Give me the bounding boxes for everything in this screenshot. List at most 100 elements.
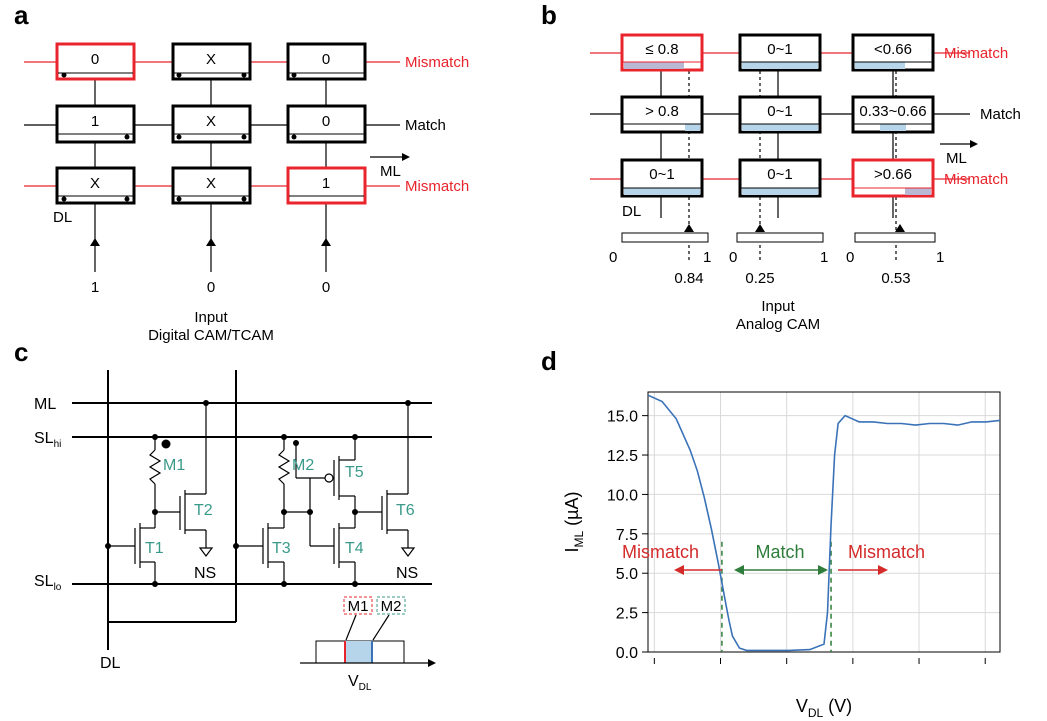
mismatch-right-arrowhead [878, 565, 888, 575]
y-tick-label: 5.0 [616, 566, 638, 583]
sl-lo-text: SLlo [34, 573, 62, 593]
caption-type: Analog CAM [736, 316, 820, 333]
tcam-cell: 0 [286, 42, 367, 81]
dl-label: DL [622, 203, 641, 220]
scale-max: 1 [820, 249, 828, 266]
panel-d: d 0.0 2.5 5.0 7.5 10.0 12.5 15.0 IML (µA) VDL (V… [541, 346, 1001, 720]
tcam-cell-value: X [206, 51, 216, 68]
tcam-cell-value: X [206, 175, 216, 192]
input-arrow [684, 224, 694, 232]
ml-text: ML [34, 396, 56, 413]
input-arrow [755, 224, 765, 232]
caption-type: Digital CAM/TCAM [148, 327, 274, 344]
tcam-cell: 0 [55, 42, 136, 81]
panel-b-label: b [541, 0, 557, 30]
sl-hi-text: SLhi [34, 430, 61, 450]
x-axis-label: VDL (V) [796, 696, 852, 720]
input-arrow-col2 [206, 238, 216, 246]
panel-c: c ML SLhi SLlo DL [14, 337, 436, 693]
y-tick-label: 12.5 [607, 448, 638, 465]
t1-label: T1 [145, 540, 164, 557]
ns-node-right [400, 547, 416, 557]
input-scale-bar [854, 232, 936, 243]
tcam-cell-value: 1 [322, 175, 330, 192]
inset-m2-label: M2 [381, 598, 402, 615]
vdl-axis-label: VDL [348, 673, 372, 693]
acam-cell-range: 0~1 [767, 103, 792, 120]
tcam-cell: 1 [286, 166, 367, 205]
caption-input: Input [194, 309, 228, 326]
scale-max: 1 [936, 249, 944, 266]
match-label: Match [755, 542, 804, 562]
input-arrow [895, 224, 905, 232]
y-tick-label: 15.0 [607, 409, 638, 426]
tcam-cell-value: 1 [91, 113, 99, 130]
row1-outcome: Mismatch [405, 54, 469, 71]
y-tick-label: 2.5 [616, 606, 638, 623]
tcam-cell-value: X [206, 113, 216, 130]
t5-label: T5 [345, 464, 364, 481]
acam-cell-range: >0.66 [874, 166, 912, 183]
memristor-m1 [148, 449, 162, 485]
mismatch-left-arrowhead [674, 565, 684, 575]
ns-label-left: NS [194, 565, 216, 582]
acam-cell: 0~1 [738, 33, 822, 72]
input-value: 0.84 [674, 270, 703, 287]
scale-max: 1 [703, 249, 711, 266]
ml-arrowhead [970, 140, 978, 148]
t4-label: T4 [345, 540, 364, 557]
row3-outcome: Mismatch [944, 171, 1008, 188]
y-axis-label: IML (µA) [562, 491, 586, 552]
tcam-cell: X [171, 42, 252, 81]
tcam-cell: 0 [286, 104, 367, 144]
input-value: 0 [207, 279, 215, 296]
acam-cell: 0~1 [738, 95, 822, 134]
m1-polarity-dot [161, 439, 171, 449]
inset-m1-label: M1 [348, 598, 369, 615]
input-scale-bar [621, 232, 709, 243]
row2-outcome: Match [405, 117, 446, 134]
input-scale-bar [736, 232, 824, 243]
acam-cell: ≤ 0.8 [620, 33, 704, 72]
tcam-cell: X [171, 166, 252, 205]
vdl-window-inset: M1 M2 VDL [300, 596, 436, 693]
scale-min: 0 [609, 249, 617, 266]
acam-cell-range: > 0.8 [645, 103, 679, 120]
tcam-cell-value: 0 [322, 51, 330, 68]
dl-text: DL [100, 655, 121, 672]
acam-cell-range: 0.33~0.66 [859, 103, 926, 120]
acam-cell: > 0.8 [620, 95, 704, 134]
t2-label: T2 [194, 502, 213, 519]
ns-label-right: NS [396, 565, 418, 582]
panel-a-label: a [14, 0, 29, 30]
dl-label: DL [53, 209, 72, 226]
scale-min: 0 [729, 249, 737, 266]
acam-cell-range: ≤ 0.8 [645, 41, 678, 58]
input-value: 1 [91, 279, 99, 296]
scale-min: 0 [846, 249, 854, 266]
iv-curve [647, 394, 1001, 652]
acam-cell: 0~1 [620, 158, 704, 198]
mismatch-right-label: Mismatch [848, 542, 925, 562]
m2-label: M2 [292, 457, 314, 474]
t6-label: T6 [396, 502, 415, 519]
t3-label: T3 [272, 540, 291, 557]
memristor-m2 [277, 449, 291, 485]
y-tick-label: 7.5 [616, 527, 638, 544]
acam-cell: <0.66 [851, 33, 935, 72]
ns-node-left [198, 547, 214, 557]
input-arrow-col3 [321, 238, 331, 246]
acam-cell-range: 0~1 [767, 41, 792, 58]
acam-cell-range: 0~1 [767, 166, 792, 183]
panel-d-label: d [541, 346, 557, 376]
ml-arrowhead [402, 153, 410, 161]
input-value: 0.53 [881, 270, 910, 287]
tcam-cell: X [171, 104, 252, 144]
acam-cell: 0~1 [738, 158, 822, 198]
current-voltage-chart: 0.0 2.5 5.0 7.5 10.0 12.5 15.0 IML (µA) VDL (V) [562, 391, 1001, 720]
tcam-cell: 1 [55, 104, 136, 144]
acam-cell-range: 0~1 [649, 166, 674, 183]
y-tick-label: 10.0 [607, 487, 638, 504]
input-value: 0.25 [745, 270, 774, 287]
tcam-cell-value: 0 [322, 113, 330, 130]
